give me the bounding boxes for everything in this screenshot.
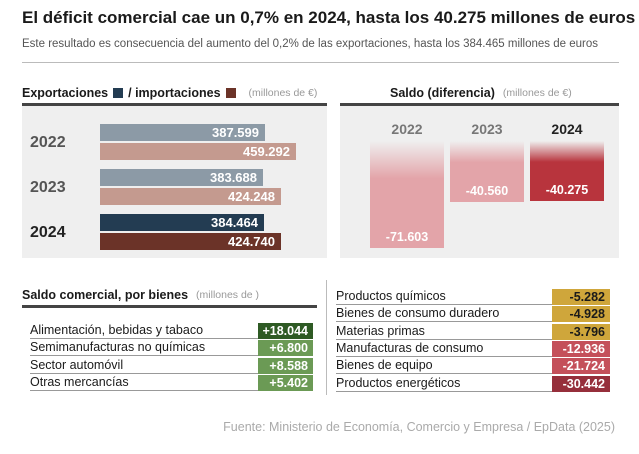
export-legend-swatch: [113, 88, 124, 98]
export-bar-2024: 384.464: [100, 214, 264, 231]
negative-good-label: Manufacturas de consumo: [336, 340, 484, 355]
title-divider: [22, 62, 619, 63]
saldo-panel: 2022 -71.603 2023 -40.560 2024 -40.275: [340, 106, 619, 258]
positive-good-row: Otras mercancías +5.402: [30, 374, 313, 391]
import-legend-swatch: [225, 88, 236, 98]
saldo-value-2024: -40.275: [545, 183, 589, 197]
exp-imp-panel: 2022 387.599 459.292 2023 383.688 424.248 2024…: [22, 106, 327, 258]
positive-good-label: Otras mercancías: [30, 374, 129, 389]
negative-good-value: -12.936: [552, 340, 610, 357]
positive-good-value: +6.800: [258, 340, 313, 357]
negative-good-value: -4.928: [552, 306, 610, 323]
saldo-bar-2023: [450, 141, 524, 202]
negative-good-value: -3.796: [552, 323, 610, 340]
negative-good-value: -30.442: [552, 375, 610, 392]
exp-imp-unit: (millones de €): [248, 87, 318, 99]
negative-good-label: Productos energéticos: [336, 375, 461, 390]
exp-imp-rule: [22, 103, 327, 106]
saldo-unit: (millones de €): [502, 87, 572, 99]
import-bar-2024: 424.740: [100, 233, 281, 250]
saldo-year-2024: 2024: [551, 121, 583, 137]
import-bar-2023: 424.248: [100, 188, 281, 205]
imp-title: / importaciones: [128, 86, 221, 100]
positive-good-label: Sector automóvil: [30, 357, 124, 372]
saldo-header: Saldo (diferencia) (millones de €): [390, 86, 572, 100]
positive-good-value: +18.044: [258, 323, 313, 339]
positive-good-row: Alimentación, bebidas y tabaco +18.044: [30, 322, 313, 339]
positive-good-row: Sector automóvil +8.588: [30, 357, 313, 374]
bienes-separator: [326, 280, 327, 395]
export-bar-2023: 383.688: [100, 169, 263, 186]
bienes-header: Saldo comercial, por bienes (millones de…: [22, 288, 259, 302]
negative-good-value: -5.282: [552, 289, 610, 305]
exp-title: Exportaciones: [22, 86, 109, 100]
negative-good-row: Productos químicos -5.282: [336, 288, 610, 305]
negative-good-row: Productos energéticos -30.442: [336, 375, 610, 392]
page-subtitle: Este resultado es consecuencia del aumen…: [22, 38, 598, 50]
saldo-value-2022: -71.603: [385, 230, 429, 244]
year-label-2023: 2023: [30, 179, 66, 196]
year-label-2022: 2022: [30, 134, 66, 151]
bienes-title: Saldo comercial, por bienes: [22, 288, 189, 302]
negative-good-row: Bienes de consumo duradero -4.928: [336, 305, 610, 323]
negative-good-row: Bienes de equipo -21.724: [336, 357, 610, 375]
page-title: El déficit comercial cae un 0,7% en 2024…: [22, 8, 636, 27]
positive-good-row: Semimanufacturas no químicas +6.800: [30, 339, 313, 357]
source-note: Fuente: Ministerio de Economía, Comercio…: [223, 420, 615, 434]
saldo-bar-2024: [530, 141, 604, 201]
saldo-year-2023: 2023: [471, 121, 503, 137]
exp-imp-header: Exportaciones / importaciones (millones …: [22, 86, 317, 100]
saldo-title: Saldo (diferencia): [390, 86, 495, 100]
positive-good-label: Alimentación, bebidas y tabaco: [30, 323, 204, 337]
positive-good-label: Semimanufacturas no químicas: [30, 340, 206, 355]
saldo-rule: [340, 103, 619, 106]
bienes-rule: [22, 305, 317, 308]
negative-good-label: Productos químicos: [336, 289, 446, 303]
import-bar-2022: 459.292: [100, 143, 296, 160]
negative-good-value: -21.724: [552, 358, 610, 375]
positive-good-value: +8.588: [258, 357, 313, 374]
saldo-value-2023: -40.560: [465, 184, 509, 198]
year-label-2024: 2024: [30, 224, 66, 241]
saldo-bar-2022: [370, 141, 444, 248]
export-bar-2022: 387.599: [100, 124, 265, 141]
negative-good-label: Bienes de equipo: [336, 358, 433, 373]
saldo-year-2022: 2022: [391, 121, 423, 137]
negative-good-row: Manufacturas de consumo -12.936: [336, 340, 610, 357]
negative-good-label: Bienes de consumo duradero: [336, 306, 500, 321]
bienes-unit: (millones de ): [196, 289, 260, 301]
negative-good-label: Materias primas: [336, 323, 425, 338]
negative-good-row: Materias primas -3.796: [336, 323, 610, 340]
positive-good-value: +5.402: [258, 374, 313, 391]
